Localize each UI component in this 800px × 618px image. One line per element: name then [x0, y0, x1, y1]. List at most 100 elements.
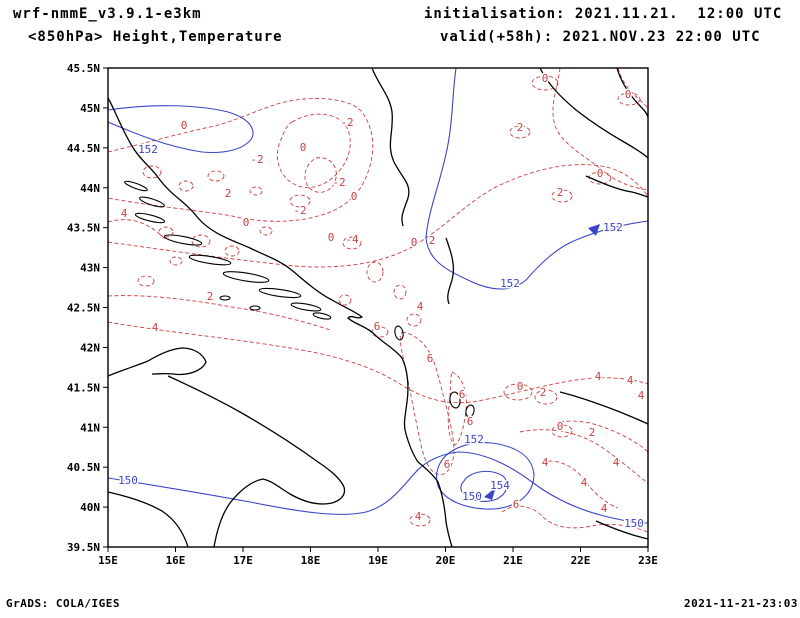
temperature-contour-label: 4 — [121, 207, 128, 220]
river-line — [616, 68, 648, 118]
temperature-contour-label: -2 — [250, 153, 263, 166]
temperature-contour-label: 4 — [638, 389, 645, 402]
temp-contour-line — [400, 331, 455, 476]
temp-contour-line — [519, 429, 648, 485]
height-contour-label: 154 — [490, 479, 510, 492]
grads-credit: GrADS: COLA/IGES — [6, 597, 120, 610]
lat-tick-label: 39.5N — [67, 541, 100, 554]
temp-contour-line — [501, 505, 648, 533]
plot-timestamp: 2021-11-21-23:03 — [684, 597, 798, 610]
temp-contour-loop — [509, 125, 531, 139]
lat-tick-label: 42N — [80, 341, 100, 354]
temperature-contour-label: 4 — [417, 300, 424, 313]
lon-tick-label: 22E — [571, 554, 591, 567]
temp-contour-line — [447, 371, 467, 446]
temp-contour-loop — [409, 513, 431, 527]
temperature-contour-label: 0 — [243, 216, 250, 229]
temperature-contour-label: 6 — [444, 458, 451, 471]
height-contour-line — [435, 442, 535, 510]
island-outline — [134, 212, 166, 224]
temperature-contour-label: 6 — [467, 415, 474, 428]
lat-tick-label: 44.5N — [67, 142, 100, 155]
temp-contour-line — [552, 68, 648, 191]
temp-contour-loop — [342, 236, 362, 250]
initialisation-time: initialisation: 2021.11.21. 12:00 UTC — [424, 6, 783, 22]
temp-contour-loop — [142, 165, 162, 179]
model-version-title: wrf-nmmE_v3.9.1-e3km — [13, 6, 202, 22]
temp-contour-loop — [191, 234, 211, 248]
height-contour-label: 152 — [603, 221, 623, 234]
temp-contour-loop — [366, 261, 384, 283]
island-outline — [139, 196, 165, 208]
height-contour-label: 150 — [624, 517, 644, 530]
island-outline — [222, 271, 270, 283]
temp-contour-line — [108, 98, 374, 222]
coastlines — [108, 68, 648, 547]
temp-contour-loop — [178, 180, 194, 192]
temp-contour-line — [541, 460, 619, 509]
temperature-contour-label: 0 — [557, 420, 564, 433]
temperature-contour-label: 0 — [625, 88, 632, 101]
height-contour-label: 150 — [118, 474, 138, 487]
temp-contour-loop — [534, 389, 558, 405]
lon-tick-label: 17E — [233, 554, 253, 567]
temperature-contour-label: -2 — [293, 204, 306, 217]
height-contour-line — [108, 105, 254, 154]
temp-contour-line — [559, 420, 648, 453]
temperature-contour-label: 2 — [429, 234, 436, 247]
lon-tick-label: 19E — [368, 554, 388, 567]
lon-tick-label: 23E — [638, 554, 658, 567]
lon-tick-label: 16E — [166, 554, 186, 567]
temperature-contour-label: 0 — [181, 119, 188, 132]
adriatic-east-coastline — [108, 97, 453, 547]
italy-gargano-coastline — [108, 347, 207, 377]
temperature-contour-label: 0 — [597, 167, 604, 180]
temp-contour-loop — [169, 256, 183, 266]
island-outline — [124, 180, 148, 192]
height-contour-label: 152 — [138, 143, 158, 156]
height-contours — [108, 68, 648, 524]
lat-tick-label: 45N — [80, 102, 100, 115]
valid-time: valid(+58h): 2021.NOV.23 22:00 UTC — [440, 29, 761, 45]
temp-contour-line — [108, 219, 167, 241]
lake-outline — [465, 404, 475, 418]
temp-contour-loop — [249, 186, 263, 196]
temp-contour-loop — [207, 170, 225, 182]
height-contour-labels: 152 152 152 150 152 154 150 150 — [117, 142, 646, 532]
temp-contour-loop — [137, 275, 155, 287]
island-outline — [188, 254, 232, 266]
island-outline — [290, 302, 322, 312]
island-outline — [258, 287, 302, 299]
lon-tick-label: 20E — [436, 554, 456, 567]
temperature-contour-label: 2 — [225, 187, 232, 200]
height-contour-line — [425, 68, 648, 290]
temperature-contour-label: 0 — [351, 190, 358, 203]
temperature-contour-label: 4 — [415, 510, 422, 523]
temperature-contour-label: 0 — [328, 231, 335, 244]
temperature-contour-label: 6 — [459, 388, 466, 401]
height-gradient-arrow-icon — [484, 487, 496, 500]
temp-contour-loop — [393, 284, 407, 300]
lon-tick-label: 15E — [98, 554, 118, 567]
lat-tick-label: 40N — [80, 501, 100, 514]
lon-tick-label: 21E — [503, 554, 523, 567]
temp-contour-line — [108, 164, 648, 268]
river-line — [585, 175, 648, 198]
river-line — [559, 391, 648, 425]
river-line — [445, 237, 455, 305]
lat-tick-label: 43N — [80, 262, 100, 275]
lat-tick-label: 41.5N — [67, 381, 100, 394]
temperature-contour-label: 6 — [513, 498, 520, 511]
italy-heel-coastline — [167, 375, 346, 547]
temperature-contour-label: 0 — [517, 380, 524, 393]
temp-contour-loop — [259, 226, 273, 236]
temperature-contour-label: 2 — [540, 386, 547, 399]
temp-contour-loop — [551, 189, 573, 203]
temperature-contour-label: 2 — [207, 290, 214, 303]
temp-contour-loop — [406, 313, 422, 327]
temperature-contour-label: 6 — [427, 352, 434, 365]
height-contour-label: 152 — [500, 277, 520, 290]
